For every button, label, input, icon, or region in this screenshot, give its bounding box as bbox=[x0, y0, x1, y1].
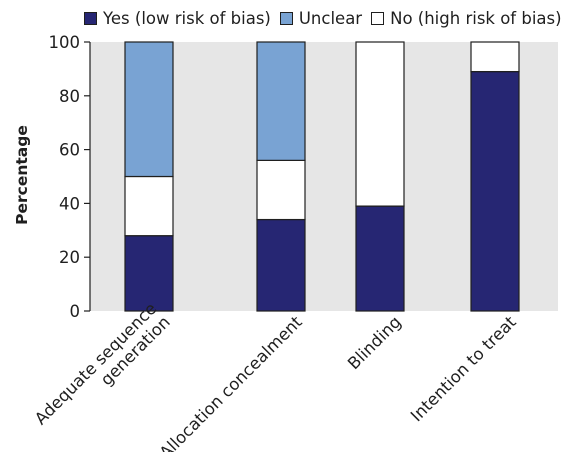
bar-segment bbox=[470, 70, 520, 312]
x-tick-label: Allocation concealment bbox=[156, 312, 306, 452]
legend-label-yes: Yes (low risk of bias) bbox=[103, 8, 271, 28]
bar-segment bbox=[355, 205, 405, 312]
y-tick-label: 60 bbox=[59, 141, 80, 160]
bar-segment bbox=[124, 41, 174, 178]
x-tick-label: Intention to treat bbox=[407, 312, 520, 425]
bar-segment bbox=[256, 41, 306, 161]
y-tick-label: 40 bbox=[59, 194, 80, 213]
bar-segment bbox=[256, 159, 306, 221]
legend-swatch-no bbox=[371, 11, 385, 25]
y-tick-label: 0 bbox=[70, 302, 81, 321]
y-tick-label: 100 bbox=[49, 33, 81, 52]
x-tick-label: Adequate sequencegeneration bbox=[31, 299, 174, 442]
legend-label-no: No (high risk of bias) bbox=[390, 8, 562, 28]
legend-item-unclear: Unclear bbox=[279, 8, 363, 28]
y-tick-label: 80 bbox=[59, 87, 80, 106]
bar-segment bbox=[256, 218, 306, 312]
chart-legend: Yes (low risk of bias) Unclear No (high … bbox=[84, 6, 562, 30]
legend-swatch-unclear bbox=[279, 11, 293, 25]
y-tick-label: 20 bbox=[59, 248, 80, 267]
bar-segment bbox=[124, 175, 174, 237]
legend-label-unclear: Unclear bbox=[298, 8, 363, 28]
bar-segment bbox=[124, 235, 174, 312]
legend-item-yes: Yes (low risk of bias) bbox=[84, 9, 271, 28]
legend-item-no: No (high risk of bias) bbox=[371, 8, 562, 28]
bar-segment bbox=[355, 41, 405, 207]
bar-segment bbox=[470, 41, 520, 73]
legend-swatch-yes bbox=[84, 11, 97, 25]
x-tick-label: Blinding bbox=[344, 312, 405, 373]
